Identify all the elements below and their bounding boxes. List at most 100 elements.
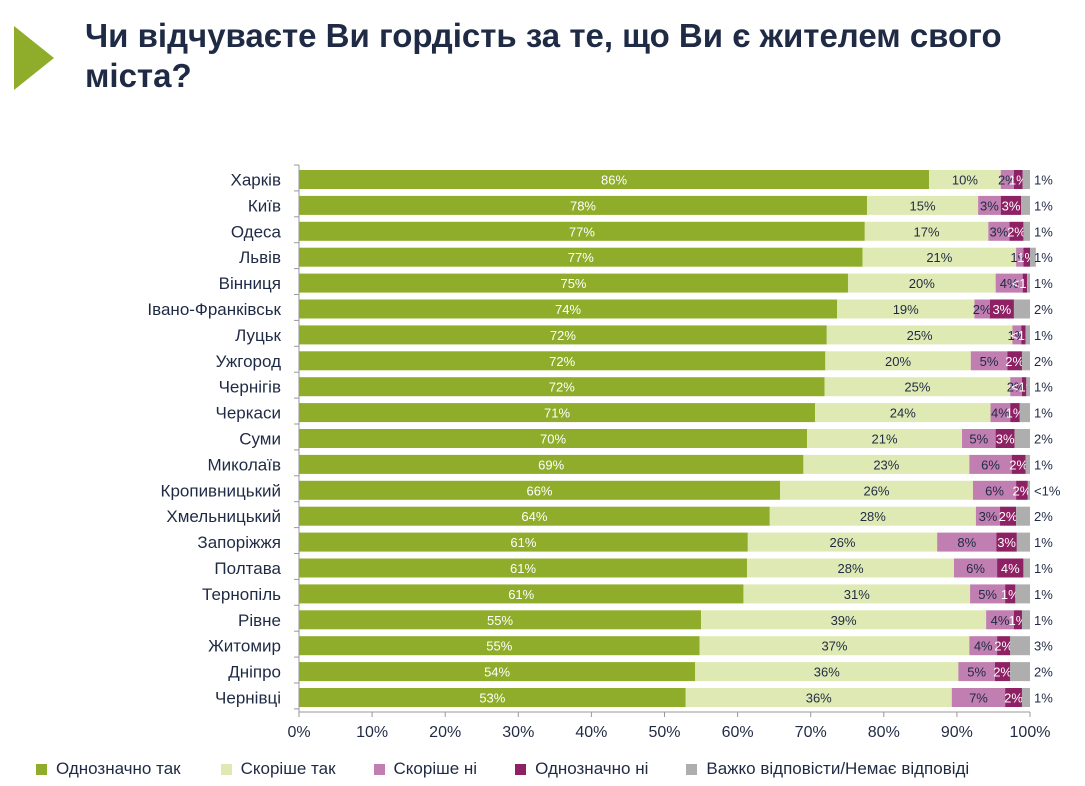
x-tick-label: 0% (287, 724, 310, 741)
data-label: 2% (998, 173, 1017, 188)
data-label: 24% (890, 406, 916, 421)
data-label: 25% (907, 328, 933, 343)
data-label: 5% (969, 432, 988, 447)
data-label: 1% (1034, 457, 1053, 472)
bar-segment (803, 454, 970, 474)
data-label: 2% (973, 302, 992, 317)
x-tick-label: 100% (1010, 724, 1051, 741)
data-label: 72% (549, 380, 575, 395)
data-label: 74% (555, 302, 581, 317)
data-label: 6% (981, 457, 1000, 472)
bar-segment (299, 299, 838, 319)
legend-swatch (686, 763, 698, 775)
data-label: 72% (549, 354, 575, 369)
bar-segment (1016, 247, 1024, 267)
bar-segment (779, 480, 973, 500)
bar-segment (1000, 506, 1017, 526)
data-label: 2% (994, 639, 1013, 654)
bar-segment (969, 454, 1012, 474)
data-label: 26% (863, 483, 889, 498)
data-label: 1% (1034, 250, 1053, 265)
data-label: 26% (829, 535, 855, 550)
bar-segment (1016, 532, 1030, 552)
legend-label: Однозначно так (56, 759, 181, 778)
bar-segment (1010, 662, 1030, 682)
bar-segment (815, 403, 991, 423)
bar-segment (299, 480, 780, 500)
x-tick-label: 60% (722, 724, 754, 741)
bar-segment (695, 662, 959, 682)
data-label: 61% (510, 535, 536, 550)
bar-segment (1000, 170, 1014, 189)
data-label: 72% (550, 328, 576, 343)
data-label: 6% (985, 483, 1004, 498)
data-label: 25% (904, 380, 930, 395)
data-label: 2% (1034, 509, 1053, 524)
category-label: Рівне (238, 611, 281, 630)
data-label: 3% (992, 302, 1011, 317)
bar-segment (1021, 195, 1030, 215)
x-tick-label: 10% (356, 724, 388, 741)
bar-segment (1005, 584, 1016, 604)
bar-segment (1023, 247, 1030, 267)
data-label: 2% (1034, 432, 1053, 447)
bar-segment (837, 299, 975, 319)
data-label: 1% (1034, 380, 1053, 395)
bar-segment (1026, 377, 1030, 397)
data-label: <1% (1034, 483, 1061, 498)
data-label: 28% (860, 509, 886, 524)
data-label: 2% (993, 665, 1012, 680)
data-label: 2% (1034, 302, 1053, 317)
bar-segment (299, 636, 700, 656)
bar-segment (953, 558, 998, 578)
x-tick-label: 90% (941, 724, 973, 741)
data-label: 4% (974, 639, 993, 654)
bar-segment (970, 351, 1008, 371)
data-label: 6% (966, 561, 985, 576)
data-label: 21% (926, 250, 952, 265)
bar-segment (994, 662, 1011, 682)
bar-segment (969, 636, 998, 656)
legend-label: Важко відповісти/Немає відповіді (706, 759, 970, 778)
bar-segment (1021, 610, 1030, 630)
bar-segment (299, 610, 702, 630)
bar-segment (299, 195, 867, 215)
data-label: 2% (1034, 665, 1053, 680)
bar-segment (1027, 480, 1030, 500)
bar-segment (747, 532, 938, 552)
data-label: 61% (508, 587, 534, 602)
data-label: 2% (1007, 224, 1026, 239)
bar-segment (1011, 454, 1026, 474)
legend-swatch (515, 763, 527, 775)
data-label: 15% (910, 198, 936, 213)
bar-segment (685, 688, 952, 707)
category-label: Луцьк (235, 326, 281, 345)
bar-segment (1010, 377, 1022, 397)
data-label: 3% (979, 509, 998, 524)
data-label: 39% (831, 613, 857, 628)
legend-swatch (220, 763, 232, 775)
data-label: 4% (1000, 276, 1019, 291)
bar-segment (299, 429, 808, 448)
chart-legend: Однозначно так Скоріше так Скоріше ні Одноз… (36, 758, 969, 780)
data-label: 86% (601, 173, 627, 188)
data-label: 36% (814, 665, 840, 680)
bar-segment (958, 662, 995, 682)
bar-segment (866, 195, 979, 215)
bar-segment (1016, 480, 1028, 500)
bar-segment (824, 377, 1011, 397)
category-label: Черкаси (215, 404, 281, 423)
bar-segment (1007, 351, 1022, 371)
bar-segment (975, 506, 1001, 526)
data-label: 77% (569, 224, 595, 239)
bar-segment (990, 403, 1011, 423)
data-label: 1% (1034, 224, 1053, 239)
legend-label: Скоріше ні (393, 759, 478, 778)
bar-segment (299, 325, 827, 345)
bar-segment (986, 610, 1014, 630)
data-label: 31% (844, 587, 870, 602)
bar-segment (699, 636, 970, 656)
data-label: 3% (990, 224, 1009, 239)
bar-segment (1023, 221, 1030, 241)
